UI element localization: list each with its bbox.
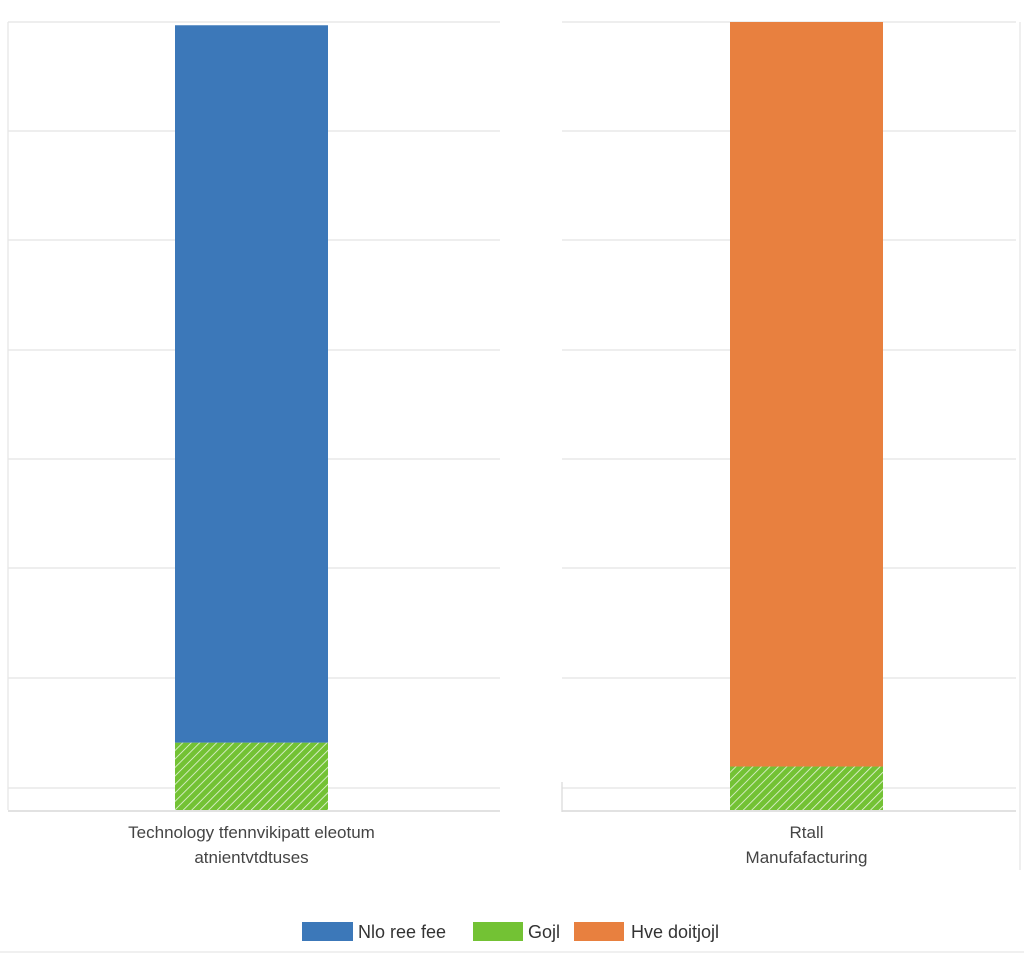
bar-1-series-2: [175, 742, 328, 810]
legend: Nlo ree fee Gojl Hve doitjojl: [302, 922, 719, 942]
category-label-1-line-1: Technology tfennvikipatt eleotum: [128, 823, 375, 842]
legend-swatch-2: [473, 922, 523, 941]
category-labels: Technology tfennvikipatt eleotum atnientv…: [128, 823, 867, 867]
legend-swatch-3: [574, 922, 624, 941]
category-label-2-line-2: Manufafacturing: [746, 848, 868, 867]
bar-2-series-3: [730, 22, 883, 767]
bar-2-series-2: [730, 766, 883, 810]
legend-label-2: Gojl: [528, 922, 560, 942]
legend-label-3: Hve doitjojl: [631, 922, 719, 942]
legend-label-1: Nlo ree fee: [358, 922, 446, 942]
bars: [175, 22, 883, 810]
category-label-2-line-1: Rtall: [789, 823, 823, 842]
bar-1-series-1: [175, 25, 328, 743]
category-label-1-line-2: atnientvtdtuses: [194, 848, 308, 867]
legend-swatch-1: [302, 922, 353, 941]
